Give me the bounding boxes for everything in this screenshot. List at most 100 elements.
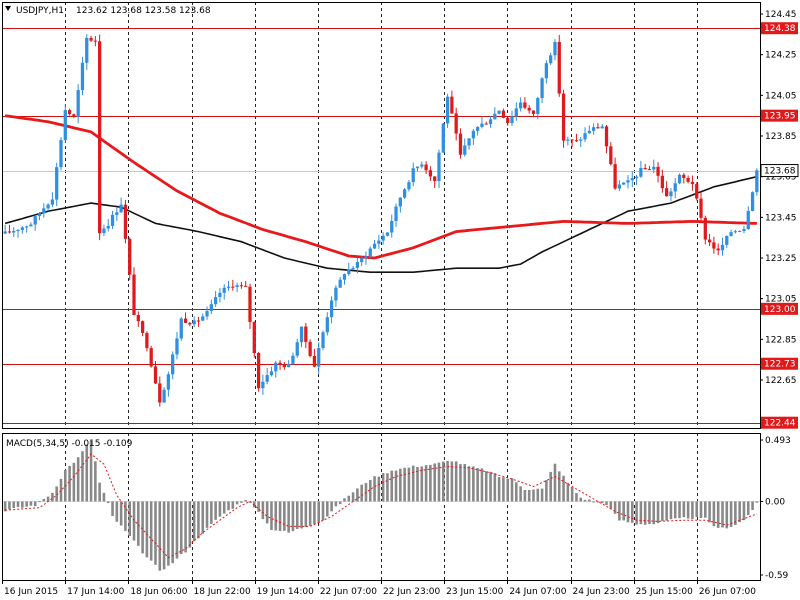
candle-body [587, 130, 591, 134]
macd-bar [175, 501, 179, 559]
macd-bar [751, 501, 754, 511]
macd-bar [523, 489, 527, 502]
macd-bar [407, 467, 411, 502]
candle-body [398, 197, 402, 207]
macd-bar [98, 482, 101, 502]
macd-bar [394, 470, 398, 502]
macd-bar [162, 501, 166, 570]
macd-bar [222, 501, 226, 514]
level-price-label: 124.38 [764, 24, 796, 34]
macd-bar [115, 501, 119, 522]
macd-bar [46, 496, 50, 502]
candle-body [205, 310, 209, 317]
macd-bar [188, 501, 192, 548]
candle-body [304, 326, 308, 342]
candle-body [639, 168, 643, 177]
macd-bar [721, 501, 724, 528]
macd-bar [42, 499, 46, 502]
candle-body [106, 225, 110, 229]
candle-body [218, 292, 222, 298]
candle-body [329, 300, 334, 318]
macd-bar [308, 501, 312, 526]
candle-body [527, 107, 531, 111]
x-tick-label: 16 Jun 2015 [4, 587, 58, 597]
macd-bar [373, 476, 376, 502]
candle-body [518, 102, 523, 109]
candle-body [299, 326, 304, 343]
x-tick-label: 26 Jun 07:00 [699, 587, 756, 597]
candle-body [570, 139, 574, 141]
macd-bar [648, 501, 651, 525]
macd-bar [29, 501, 33, 506]
candle-body [428, 170, 433, 177]
macd-bar [712, 501, 716, 527]
macd-bar [360, 484, 363, 502]
candle-body [85, 37, 89, 63]
macd-bar [630, 501, 634, 523]
macd-bar [682, 501, 686, 518]
macd-bar [158, 501, 162, 571]
y-tick-label: 124.05 [765, 91, 797, 101]
candle-body [67, 110, 72, 115]
candle-body [321, 332, 325, 349]
candle-body [325, 317, 329, 333]
macd-bar [368, 480, 372, 502]
macd-bar [179, 501, 183, 555]
macd-bar [635, 501, 638, 525]
candle-body [583, 133, 587, 140]
candle-body [660, 175, 664, 189]
macd-bar [218, 501, 222, 517]
y-tick-label: 123.65 [765, 173, 797, 183]
macd-bar [231, 501, 235, 509]
candle-body [420, 164, 424, 167]
level-price-tag[interactable] [761, 357, 798, 370]
macd-bar [68, 465, 71, 502]
macd-bar [519, 486, 522, 502]
candle-body [634, 176, 639, 179]
macd-bar [686, 501, 690, 519]
candle-body [643, 168, 647, 170]
macd-bar [583, 499, 587, 502]
macd-bar [240, 501, 243, 503]
candle-body [557, 42, 561, 94]
candle-body [287, 363, 291, 368]
candle-body [467, 138, 471, 146]
header: USDJPY,H1 123.62 123.68 123.58 123.68 MA… [5, 6, 211, 449]
level-price-tag[interactable] [761, 302, 798, 315]
candle-body [630, 178, 634, 181]
macd-tick-label: 0.493 [765, 436, 791, 446]
macd-bar [124, 501, 127, 531]
candle-body [437, 152, 441, 182]
candle-body [351, 267, 355, 270]
candle-body [506, 117, 510, 123]
macd-bar [433, 463, 436, 502]
x-tick-label: 25 Jun 15:00 [636, 587, 693, 597]
candle-body [93, 40, 97, 42]
level-price-tag[interactable] [761, 416, 798, 429]
x-tick-label: 24 Jun 07:00 [509, 587, 566, 597]
macd-bar [459, 464, 462, 502]
candle-body [703, 217, 707, 240]
macd-bar [566, 482, 570, 502]
level-price-label: 123.00 [764, 305, 796, 315]
candle-body [261, 381, 265, 389]
macd-bar [484, 471, 488, 502]
level-price-tag[interactable] [761, 109, 798, 122]
y-tick-label: 123.85 [765, 132, 797, 142]
y-tick-label: 124.45 [765, 10, 797, 20]
macd-bar [334, 501, 338, 507]
macd-bar [132, 501, 136, 541]
symbol-menu-triangle-icon[interactable] [5, 6, 11, 11]
price-pane-frame [2, 2, 761, 429]
level-price-tag[interactable] [761, 22, 798, 35]
candle-body [600, 126, 604, 129]
candle-body [690, 181, 695, 185]
candle-body [183, 318, 188, 323]
macd-bar [295, 501, 299, 529]
candle-body [652, 166, 656, 170]
macd-bar [540, 488, 544, 502]
macd-bar [502, 477, 505, 502]
x-tick-label: 18 Jun 06:00 [130, 587, 187, 597]
macd-bar [562, 475, 565, 502]
candle-body [750, 192, 755, 211]
